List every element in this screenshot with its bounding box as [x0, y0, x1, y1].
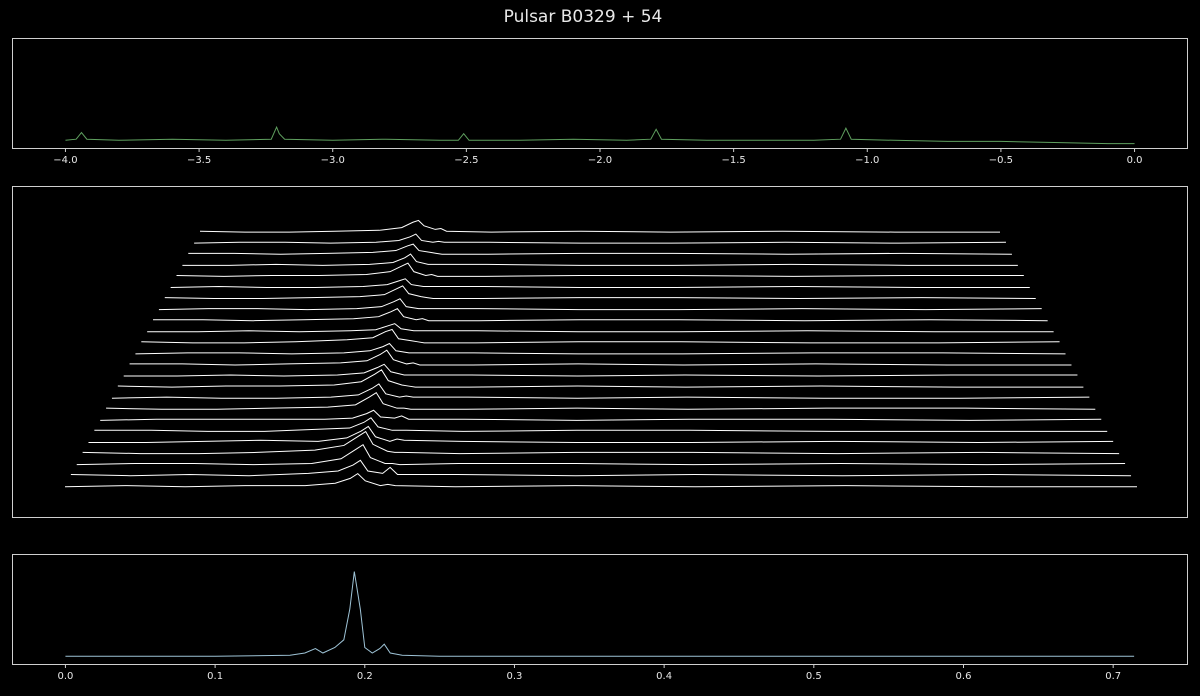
ridge-line: [141, 328, 1060, 344]
middle-panel-frame: [12, 186, 1188, 518]
ridge-line: [194, 233, 1006, 244]
ridge-line: [111, 383, 1090, 399]
ridge-line: [123, 363, 1078, 377]
ridge-occluder: [176, 263, 1024, 290]
x-tick-label: 0.3: [507, 671, 523, 682]
ridge-line: [135, 342, 1066, 355]
ridge-line: [88, 425, 1114, 444]
figure-title: Pulsar B0329 + 54: [504, 7, 663, 27]
ridge-line: [129, 349, 1072, 366]
x-tick-label: 0.4: [656, 671, 672, 682]
x-tick-label: 0.0: [1127, 155, 1143, 166]
ridge-occluder: [117, 369, 1084, 401]
ridge-occluder: [129, 350, 1072, 379]
x-tick-label: 0.1: [207, 671, 223, 682]
ridge-line: [82, 430, 1120, 455]
ridge-occluder: [65, 473, 1137, 500]
x-tick-label: 0.5: [806, 671, 822, 682]
x-tick-label: −0.5: [989, 155, 1013, 166]
ridge-occluder: [106, 392, 1096, 423]
ridge-line: [64, 472, 1137, 488]
ridge-line: [70, 459, 1132, 477]
x-tick-label: −2.0: [588, 155, 612, 166]
x-tick-label: 0.0: [57, 671, 73, 682]
ridge-occluder: [153, 308, 1048, 334]
x-tick-label: −3.0: [321, 155, 345, 166]
ridge-line: [164, 285, 1036, 300]
x-tick-label: 0.2: [357, 671, 373, 682]
ridge-line: [94, 417, 1108, 432]
x-tick-label: 0.7: [1105, 671, 1121, 682]
ridge-occluder: [200, 220, 1000, 245]
ridge-line: [199, 219, 1000, 233]
x-tick-label: −3.5: [187, 155, 211, 166]
x-tick-label: −4.0: [53, 155, 77, 166]
ridge-occluder: [188, 244, 1012, 268]
ridge-occluder: [141, 329, 1060, 356]
ridge-line: [100, 409, 1102, 421]
ridge-line: [76, 443, 1126, 466]
ridge-line: [106, 391, 1096, 410]
x-tick-label: 0.6: [956, 671, 972, 682]
ridge-occluder: [164, 285, 1036, 312]
data-line: [65, 125, 1135, 145]
ridge-line: [188, 243, 1012, 255]
ridge-line: [182, 253, 1018, 266]
x-tick-label: −2.5: [454, 155, 478, 166]
ridge-line: [153, 308, 1048, 322]
ridge-occluder: [76, 444, 1126, 478]
ridge-line: [147, 323, 1054, 333]
data-line: [65, 571, 1135, 657]
ridge-line: [117, 369, 1084, 388]
bottom-panel-frame: [12, 554, 1188, 665]
ridge-line: [176, 262, 1024, 277]
x-tick-label: −1.5: [721, 155, 745, 166]
x-tick-label: −1.0: [855, 155, 879, 166]
ridge-line: [170, 278, 1030, 288]
ridge-line: [158, 298, 1042, 311]
ridge-occluder: [70, 460, 1132, 489]
